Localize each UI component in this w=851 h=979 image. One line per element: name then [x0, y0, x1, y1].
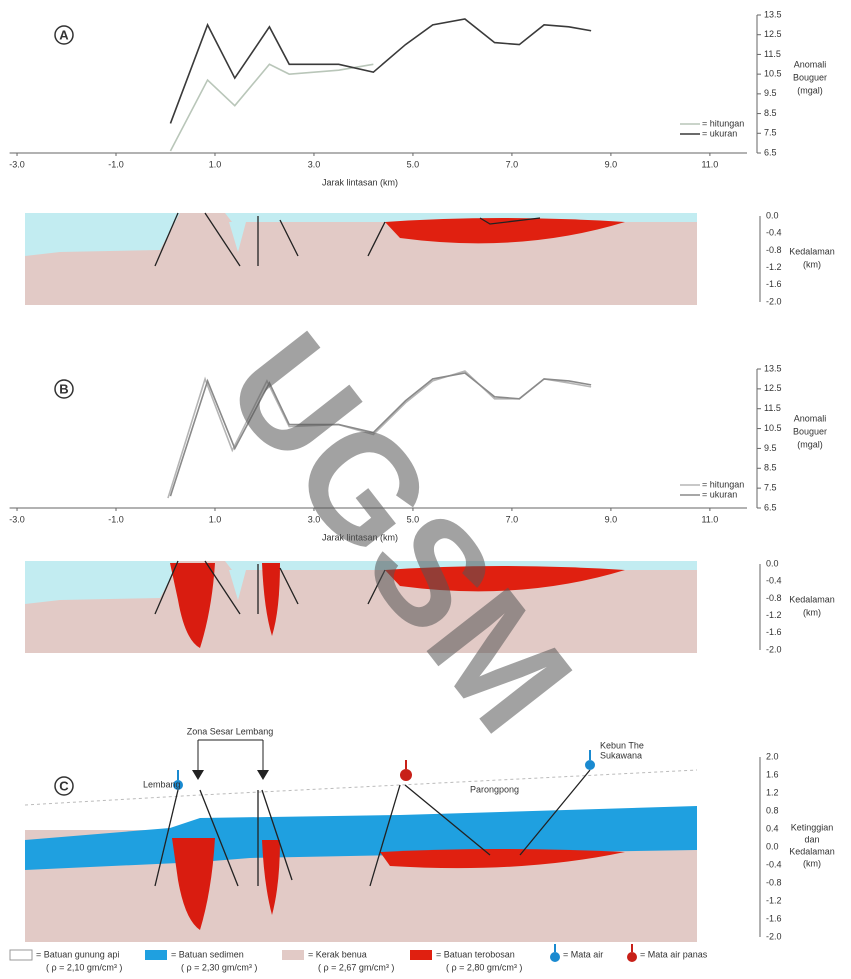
x-tick-label: 7.0 — [506, 514, 519, 524]
elevation-tick-label: 2.0 — [766, 751, 779, 761]
elevation-axis-label: Ketinggian — [791, 822, 834, 832]
y-tick-label: 9.5 — [764, 443, 777, 453]
depth-axis-label: Kedalaman — [789, 594, 835, 604]
depth-axis-label: Kedalaman — [789, 246, 835, 256]
y-tick-label: 10.5 — [764, 423, 782, 433]
elevation-tick-label: -1.6 — [766, 913, 782, 923]
series-line — [170, 19, 591, 123]
depth-tick-label: -0.4 — [766, 228, 782, 238]
panel-letter: C — [59, 778, 69, 793]
y-tick-label: 12.5 — [764, 383, 782, 393]
cross-section-c — [25, 740, 697, 942]
legend-label: = Mata air — [563, 949, 603, 959]
legend-note: ( ρ = 2,80 gm/cm³ ) — [446, 962, 522, 972]
y-tick-label: 6.5 — [764, 502, 777, 512]
cross-section-a — [25, 213, 697, 305]
elevation-tick-label: 0.8 — [766, 805, 779, 815]
x-tick-label: 9.0 — [605, 514, 618, 524]
x-tick-label: 7.0 — [506, 159, 519, 169]
panel-letter: B — [59, 381, 68, 396]
fault-zone-label: Zona Sesar Lembang — [187, 726, 274, 736]
x-tick-label: 11.0 — [701, 514, 718, 524]
x-tick-label: -3.0 — [9, 514, 25, 524]
legend-note: ( ρ = 2,67 gm/cm³ ) — [318, 962, 394, 972]
y-axis-label: Bouguer — [793, 72, 827, 82]
legend-label: = ukuran — [702, 489, 737, 499]
panel-letter: A — [59, 27, 69, 42]
elevation-axis-label: Kedalaman — [789, 846, 835, 856]
y-axis-label: (mgal) — [797, 439, 823, 449]
x-tick-label: 11.0 — [701, 159, 718, 169]
legend-label: = Mata air panas — [640, 949, 708, 959]
legend-label: = Kerak benua — [308, 949, 367, 959]
y-tick-label: 9.5 — [764, 88, 777, 98]
legend-label: = Batuan terobosan — [436, 949, 515, 959]
elevation-axis-label: (km) — [803, 858, 821, 868]
elevation-tick-label: -1.2 — [766, 895, 782, 905]
y-axis-label: Anomali — [794, 413, 827, 423]
y-tick-label: 13.5 — [764, 363, 782, 373]
depth-tick-label: -1.2 — [766, 262, 782, 272]
legend-label: = hitungan — [702, 479, 744, 489]
y-tick-label: 8.5 — [764, 108, 777, 118]
y-tick-label: 7.5 — [764, 483, 777, 493]
depth-tick-label: -2.0 — [766, 296, 782, 306]
depth-tick-label: 0.0 — [766, 558, 779, 568]
depth-tick-label: -1.2 — [766, 610, 782, 620]
legend-label: = ukuran — [702, 128, 737, 138]
x-tick-label: -1.0 — [108, 514, 124, 524]
elevation-tick-label: 0.0 — [766, 841, 779, 851]
y-tick-label: 10.5 — [764, 69, 782, 79]
x-tick-label: 1.0 — [209, 514, 222, 524]
figure: -3.0 -1.0 1.0 3.0 5.0 7.0 9.0 11.0 13.5 12.5 11.5 1… — [0, 0, 851, 979]
depth-axis-label: (km) — [803, 607, 821, 617]
y-tick-label: 13.5 — [764, 9, 782, 19]
y-tick-label: 11.5 — [764, 49, 781, 59]
elevation-tick-label: 1.2 — [766, 787, 779, 797]
depth-axis-label: (km) — [803, 259, 821, 269]
legend-note: ( ρ = 2,30 gm/cm³ ) — [181, 962, 257, 972]
x-tick-label: 9.0 — [605, 159, 618, 169]
depth-tick-label: -0.8 — [766, 593, 782, 603]
y-tick-label: 7.5 — [764, 128, 777, 138]
x-tick-label: 1.0 — [209, 159, 222, 169]
x-tick-label: -1.0 — [108, 159, 124, 169]
legend-note: ( ρ = 2,10 gm/cm³ ) — [46, 962, 122, 972]
depth-tick-label: -1.6 — [766, 627, 782, 637]
y-tick-label: 12.5 — [764, 29, 782, 39]
y-tick-label: 6.5 — [764, 147, 777, 157]
elevation-tick-label: -0.4 — [766, 859, 782, 869]
elevation-tick-label: 1.6 — [766, 769, 779, 779]
y-axis-label: Bouguer — [793, 426, 827, 436]
elevation-tick-label: 0.4 — [766, 823, 779, 833]
depth-tick-label: 0.0 — [766, 210, 779, 220]
place-label: Parongpong — [470, 784, 519, 794]
depth-tick-label: -1.6 — [766, 279, 782, 289]
y-axis-label: Anomali — [794, 59, 827, 69]
y-axis-label: (mgal) — [797, 85, 823, 95]
legend-label: = Batuan sedimen — [171, 949, 244, 959]
depth-tick-label: -0.4 — [766, 576, 782, 586]
y-tick-label: 8.5 — [764, 463, 777, 473]
place-label: Kebun The — [600, 740, 644, 750]
elevation-tick-label: -0.8 — [766, 877, 782, 887]
x-tick-label: -3.0 — [9, 159, 25, 169]
x-axis-label: Jarak lintasan (km) — [322, 177, 398, 187]
legend-label: = Batuan gunung api — [36, 949, 119, 959]
x-tick-label: 3.0 — [308, 159, 321, 169]
elevation-axis-label: dan — [804, 834, 819, 844]
place-label: Lembang — [143, 779, 181, 789]
series-line — [170, 64, 373, 151]
place-label: Sukawana — [600, 750, 642, 760]
y-tick-label: 11.5 — [764, 403, 781, 413]
depth-tick-label: -0.8 — [766, 245, 782, 255]
legend-label: = hitungan — [702, 118, 744, 128]
depth-tick-label: -2.0 — [766, 644, 782, 654]
watermark: UGSM — [195, 303, 604, 761]
elevation-tick-label: -2.0 — [766, 931, 782, 941]
x-tick-label: 5.0 — [407, 159, 420, 169]
